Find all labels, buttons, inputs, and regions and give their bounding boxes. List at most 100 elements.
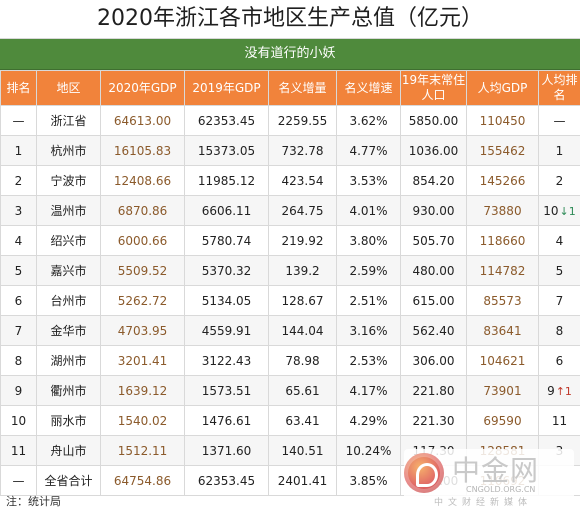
cell-gdp-2020-value: 12408.66 [113,173,172,188]
cell-gdp-2020: 64613.00 [100,105,185,136]
cell-region-value: 衢州市 [50,384,87,398]
cell-increment: 65.61 [268,375,337,406]
cell-per-capita-gdp-value: 73901 [483,383,522,398]
cell-rank-value: — [12,473,25,488]
cell-population: 1036.00 [400,135,467,166]
cell-region-value: 浙江省 [50,114,87,128]
cell-region-value: 宁波市 [50,174,87,188]
cell-region: 全省合计 [36,465,101,496]
cell-increment-value: 128.67 [281,293,324,308]
brand-logo-icon [404,453,444,493]
cell-rank: 5 [0,255,37,286]
cell-per-capita-rank: 5 [538,255,580,286]
cell-per-capita-gdp-value: 83641 [483,323,522,338]
cell-per-capita-gdp-value: 85573 [483,293,522,308]
cell-growth: 4.01% [336,195,401,226]
cell-growth-value: 3.85% [349,473,388,488]
cell-per-capita-gdp: 69590 [466,405,539,436]
cell-population-value: 480.00 [412,263,455,278]
cell-gdp-2019-value: 62353.45 [197,473,256,488]
cell-population-value: 615.00 [412,293,455,308]
cell-gdp-2020: 5509.52 [100,255,185,286]
cell-per-capita-rank-value: 9 [547,383,555,398]
cell-gdp-2020-value: 4703.95 [117,323,168,338]
table-body: — 浙江省 64613.00 62353.45 2259.55 3.62% 5850.00 1… [0,105,580,496]
cell-growth: 4.29% [336,405,401,436]
table-header-row: 排名 地区 2020年GDP 2019年GDP 名义增量 名义增速 19年末常住… [0,70,580,106]
cell-rank-value: 1 [14,143,23,158]
cell-per-capita-gdp-value: 110450 [479,113,526,128]
cell-rank: 10 [0,405,37,436]
watermark-tag: 中文财经新媒体 [434,498,533,508]
cell-rank: 11 [0,435,37,466]
cell-increment-value: 2259.55 [277,113,328,128]
cell-population-value: 5850.00 [408,113,459,128]
cell-gdp-2019: 3122.43 [184,345,269,376]
cell-population-value: 854.20 [412,173,455,188]
cell-region: 杭州市 [36,135,101,166]
cell-per-capita-gdp: 83641 [466,315,539,346]
cell-gdp-2020-value: 3201.41 [117,353,168,368]
cell-per-capita-rank: 1 [538,135,580,166]
cell-increment: 78.98 [268,345,337,376]
table-row: 6 台州市 5262.72 5134.05 128.67 2.51% 615.00 85573… [0,285,580,316]
cell-per-capita-gdp-value: 155462 [479,143,526,158]
cell-per-capita-rank: 4 [538,225,580,256]
cell-gdp-2020-value: 1639.12 [117,383,168,398]
cell-growth-value: 3.16% [349,323,388,338]
cell-population: 480.00 [400,255,467,286]
table-row: 4 绍兴市 6000.66 5780.74 219.92 3.80% 505.70 11866… [0,225,580,256]
cell-population: 615.00 [400,285,467,316]
cell-gdp-2019-value: 1371.60 [201,443,252,458]
cell-per-capita-gdp: 104621 [466,345,539,376]
cell-region-value: 绍兴市 [50,234,87,248]
cell-gdp-2019-value: 5370.32 [201,263,252,278]
cell-growth: 3.53% [336,165,401,196]
cell-population-value: 930.00 [412,203,455,218]
cell-population-value: 221.30 [412,413,455,428]
cell-per-capita-rank-value: 2 [555,173,564,188]
cell-gdp-2020-value: 5509.52 [117,263,168,278]
cell-per-capita-rank: 7 [538,285,580,316]
gdp-table: 排名 地区 2020年GDP 2019年GDP 名义增量 名义增速 19年末常住… [0,70,580,496]
cell-gdp-2019: 1476.61 [184,405,269,436]
cell-growth-value: 3.80% [349,233,388,248]
cell-rank: 1 [0,135,37,166]
cell-gdp-2020: 64754.86 [100,465,185,496]
cell-per-capita-rank-value: 5 [555,263,564,278]
cell-per-capita-gdp: 114782 [466,255,539,286]
cell-per-capita-gdp: 73901 [466,375,539,406]
cell-gdp-2020: 5262.72 [100,285,185,316]
cell-increment-value: 219.92 [281,233,324,248]
cell-growth-value: 2.53% [349,353,388,368]
cell-rank-value: 7 [14,323,23,338]
cell-increment: 140.51 [268,435,337,466]
cell-gdp-2019: 62353.45 [184,105,269,136]
cell-gdp-2020-value: 5262.72 [117,293,168,308]
cell-region-value: 嘉兴市 [50,264,87,278]
cell-increment-value: 78.98 [285,353,320,368]
cell-population: 221.30 [400,405,467,436]
cell-rank-value: 11 [10,443,27,458]
cell-per-capita-rank: 6 [538,345,580,376]
cell-gdp-2020: 1540.02 [100,405,185,436]
source-note: 注：统计局 [6,495,61,508]
header-gdp-2020: 2020年GDP [100,70,185,106]
cell-rank: 8 [0,345,37,376]
cell-increment-value: 139.2 [285,263,320,278]
cell-per-capita-rank: — [538,105,580,136]
rank-up-arrow-icon: ↑1 [555,384,572,398]
cell-growth-value: 2.51% [349,293,388,308]
watermark-name: 中金网 [452,454,540,487]
cell-rank-value: 3 [14,203,23,218]
cell-gdp-2019: 5370.32 [184,255,269,286]
cell-per-capita-gdp: 145266 [466,165,539,196]
cell-region-value: 全省合计 [44,474,93,488]
cell-region-value: 金华市 [50,324,87,338]
table-row: 9 衢州市 1639.12 1573.51 65.61 4.17% 221.80 73901 9… [0,375,580,406]
table-row: 7 金华市 4703.95 4559.91 144.04 3.16% 562.40 83641… [0,315,580,346]
cell-per-capita-rank-value: 8 [555,323,564,338]
cell-gdp-2019-value: 1476.61 [201,413,252,428]
table-row: — 浙江省 64613.00 62353.45 2259.55 3.62% 5850.00 1… [0,105,580,136]
